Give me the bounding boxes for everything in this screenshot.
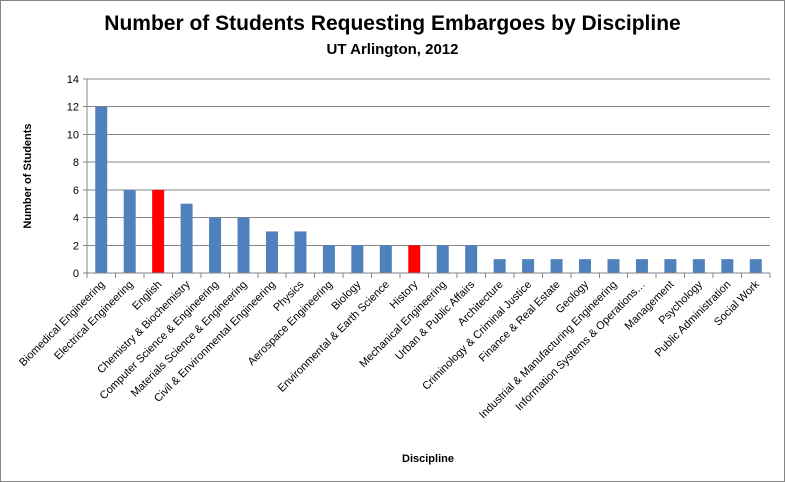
y-tick-label: 8 [73, 157, 79, 169]
bar [692, 259, 705, 273]
bar [237, 217, 250, 273]
bar [607, 259, 620, 273]
bar [408, 245, 421, 273]
x-axis-title: Discipline [402, 453, 454, 465]
bar [664, 259, 677, 273]
y-tick-label: 12 [67, 102, 79, 114]
bar [152, 189, 165, 273]
bar [322, 245, 335, 273]
bar [721, 259, 734, 273]
y-axis-title: Number of Students [22, 123, 34, 228]
bar [465, 245, 478, 273]
bar [579, 259, 592, 273]
bar [522, 259, 535, 273]
bar [436, 245, 449, 273]
y-tick-label: 4 [73, 213, 79, 225]
bar [550, 259, 563, 273]
bar [95, 106, 108, 273]
bar [635, 259, 648, 273]
bar [493, 259, 506, 273]
bar [379, 245, 392, 273]
bar [749, 259, 762, 273]
y-tick-label: 10 [67, 129, 79, 141]
y-tick-label: 2 [73, 240, 79, 252]
y-tick-label: 0 [73, 268, 79, 280]
gridlines [83, 78, 770, 274]
bar [123, 189, 136, 273]
bar [265, 231, 278, 273]
bar [294, 231, 307, 273]
y-tick-label: 6 [73, 185, 79, 197]
bar [209, 217, 222, 273]
chart-subtitle: UT Arlington, 2012 [326, 41, 459, 58]
bar [351, 245, 364, 273]
bar [180, 203, 193, 273]
y-tick-label: 14 [67, 74, 79, 86]
bars [95, 106, 762, 273]
axes [86, 79, 771, 278]
chart-title: Number of Students Requesting Embargoes … [104, 12, 681, 35]
